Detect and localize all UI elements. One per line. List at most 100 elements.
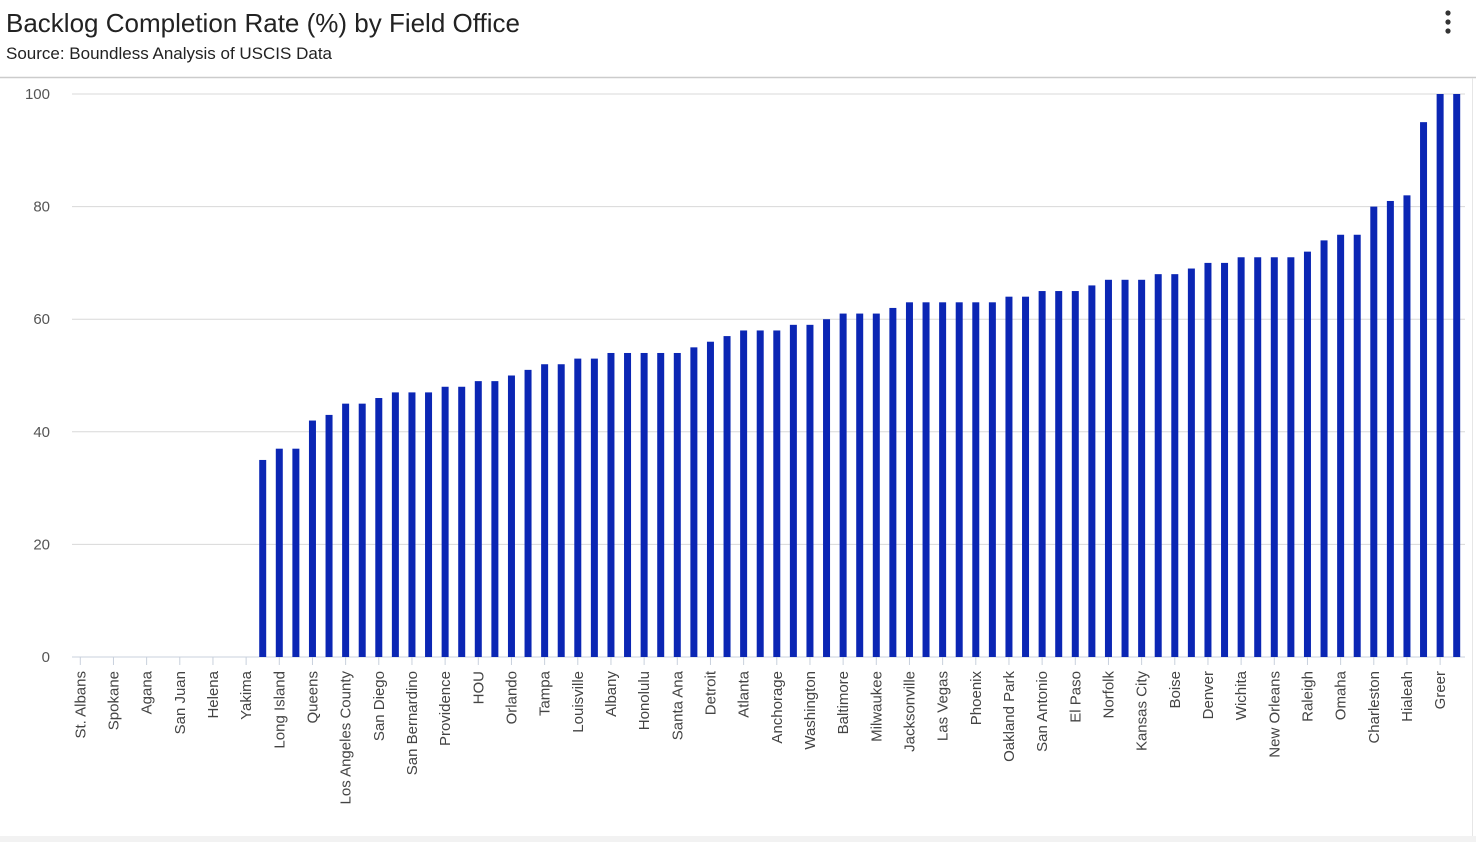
x-tick-label: Yakima xyxy=(238,670,255,720)
bar xyxy=(1104,279,1112,657)
x-tick-label: HOU xyxy=(470,671,487,704)
bar xyxy=(690,347,698,657)
bar xyxy=(574,358,582,657)
bar xyxy=(673,352,681,657)
bar xyxy=(1071,291,1079,657)
bar xyxy=(408,392,416,657)
x-tick-label: Honolulu xyxy=(636,671,653,730)
bar xyxy=(292,448,300,657)
bar xyxy=(458,386,466,657)
bar xyxy=(259,459,267,657)
menu-dot xyxy=(1445,19,1451,25)
bar xyxy=(1154,274,1162,657)
bar xyxy=(391,392,399,657)
bar xyxy=(740,330,748,657)
x-tick-label: New Orleans xyxy=(1266,671,1283,758)
bar xyxy=(1403,195,1411,657)
bar xyxy=(756,330,764,657)
x-tick-label: Spokane xyxy=(105,671,122,730)
x-tick-label: Atlanta xyxy=(736,670,753,717)
bar xyxy=(358,403,366,657)
x-tick-label: Jacksonville xyxy=(901,671,918,752)
bar xyxy=(607,352,615,657)
bar xyxy=(789,324,797,657)
x-tick-label: Anchorage xyxy=(769,671,786,744)
bar xyxy=(1303,251,1311,657)
bar xyxy=(275,448,283,657)
x-tick-label: Charleston xyxy=(1366,671,1383,744)
bar xyxy=(1254,257,1262,657)
bar xyxy=(1386,200,1394,657)
bar xyxy=(988,302,996,657)
x-tick-label: Santa Ana xyxy=(669,670,686,740)
bar xyxy=(375,398,383,657)
x-tick-label: Providence xyxy=(437,671,454,746)
bar xyxy=(1287,257,1295,657)
menu-button[interactable] xyxy=(1445,10,1451,34)
x-tick-label: Raleigh xyxy=(1299,671,1316,722)
y-tick-label: 20 xyxy=(33,536,50,553)
bar xyxy=(839,313,847,657)
x-tick-label: Helena xyxy=(205,670,222,718)
x-tick-label: Tampa xyxy=(537,670,554,716)
x-tick-label: Denver xyxy=(1200,671,1217,719)
bar xyxy=(425,392,433,657)
x-tick-label: Los Angeles County xyxy=(338,671,355,805)
bar xyxy=(308,420,316,657)
bar xyxy=(1121,279,1129,657)
x-tick-label: Boise xyxy=(1167,671,1184,709)
bar xyxy=(723,336,731,657)
bar xyxy=(1436,94,1444,657)
bar xyxy=(1022,296,1030,657)
bar xyxy=(1453,94,1461,657)
x-tick-label: Las Vegas xyxy=(935,671,952,741)
bar xyxy=(1353,234,1361,657)
bar xyxy=(922,302,930,657)
x-tick-label: Long Island xyxy=(271,671,288,749)
bar xyxy=(590,358,598,657)
x-tick-label: Milwaukee xyxy=(868,671,885,742)
y-tick-label: 60 xyxy=(33,311,50,328)
chart-title: Backlog Completion Rate (%) by Field Off… xyxy=(6,8,520,38)
frame-bottom xyxy=(0,836,1476,842)
bar xyxy=(640,352,648,657)
y-tick-label: 40 xyxy=(33,424,50,441)
bar xyxy=(1420,122,1428,657)
bar xyxy=(325,414,333,657)
chart-subtitle: Source: Boundless Analysis of USCIS Data xyxy=(6,44,333,63)
bar xyxy=(657,352,665,657)
bar xyxy=(773,330,781,657)
y-tick-label: 80 xyxy=(33,199,50,216)
bar xyxy=(939,302,947,657)
bar xyxy=(1370,206,1378,657)
bar xyxy=(491,381,499,657)
y-tick-label: 0 xyxy=(42,649,50,666)
bar xyxy=(524,369,532,657)
bar xyxy=(1055,291,1063,657)
bar xyxy=(342,403,350,657)
bar xyxy=(1187,268,1195,657)
bar xyxy=(1320,240,1328,657)
x-tick-label: Phoenix xyxy=(968,671,985,726)
bar xyxy=(856,313,864,657)
bar xyxy=(624,352,632,657)
x-tick-label: Norfolk xyxy=(1100,671,1117,719)
bar xyxy=(823,319,831,657)
bar xyxy=(1138,279,1146,657)
x-tick-label: Detroit xyxy=(702,670,719,715)
menu-dot xyxy=(1445,10,1451,16)
x-tick-label: Orlando xyxy=(503,671,520,724)
bar xyxy=(541,364,549,657)
bar xyxy=(441,386,449,657)
x-tick-label: Albany xyxy=(603,671,620,717)
bar xyxy=(955,302,963,657)
bar xyxy=(1088,285,1096,657)
bar xyxy=(1204,262,1212,657)
x-tick-label: Queens xyxy=(304,671,321,724)
x-tick-label: San Antonio xyxy=(1034,671,1051,752)
x-tick-label: El Paso xyxy=(1067,671,1084,723)
x-tick-label: San Diego xyxy=(371,671,388,741)
bar xyxy=(806,324,814,657)
x-tick-label: San Bernardino xyxy=(404,671,421,775)
